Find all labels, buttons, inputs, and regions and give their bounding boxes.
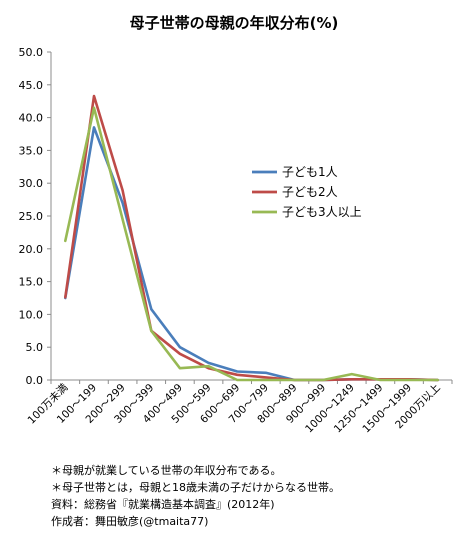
x-axis-ticks: 100万未満100～199200～299300～399400～499500～59…	[26, 380, 453, 435]
y-tick-label: 45.0	[19, 79, 44, 92]
y-tick-label: 10.0	[19, 308, 44, 321]
note-line: 資料：総務省『就業構造基本調査』(2012年)	[51, 498, 275, 511]
note-line: 作成者：舞田敏彦(@tmaita77)	[51, 515, 209, 528]
series-line	[64, 106, 440, 382]
y-tick-label: 40.0	[19, 112, 44, 125]
chart-title: 母子世帯の母親の年収分布(%)	[129, 14, 339, 32]
y-axis-ticks: 0.0 5.0 10.0 15.0 20.0 25.0 30.0 35.0 40.0 45.0 50…	[19, 46, 51, 387]
footnotes: ＊母親が就業している世帯の年収分布である。 ＊母子世帯とは，母親と18歳未満の子…	[51, 462, 340, 530]
y-tick-label: 25.0	[19, 210, 44, 223]
y-tick-label: 30.0	[19, 177, 44, 190]
legend-label: 子ども1人	[282, 165, 338, 179]
y-tick-label: 0.0	[26, 374, 44, 387]
legend-label: 子ども3人以上	[282, 205, 362, 219]
y-tick-label: 35.0	[19, 144, 44, 157]
y-tick-label: 50.0	[19, 46, 44, 59]
y-tick-label: 5.0	[26, 341, 44, 354]
series-line	[64, 126, 440, 382]
series-lines	[64, 94, 440, 382]
note-line: ＊母子世帯とは，母親と18歳未満の子だけからなる世帯。	[51, 481, 340, 494]
y-tick-label: 20.0	[19, 243, 44, 256]
y-tick-label: 15.0	[19, 276, 44, 289]
series-line	[64, 94, 440, 382]
axes	[50, 52, 452, 381]
legend-label: 子ども2人	[282, 185, 338, 199]
note-line: ＊母親が就業している世帯の年収分布である。	[51, 464, 282, 477]
